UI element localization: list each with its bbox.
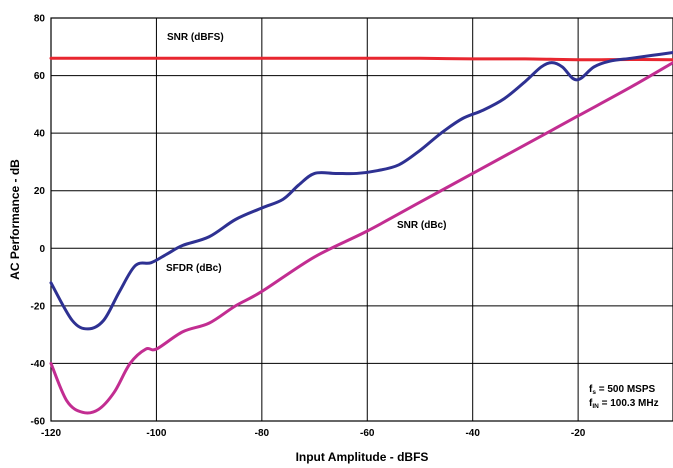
y-tick-labels: -60 -40 -20 0 20 40 60 80 [31,14,46,428]
series-lines [49,51,673,415]
y-tick-label: 20 [34,186,46,197]
y-tick-label: 0 [39,244,45,255]
x-tick-label: -40 [465,428,480,439]
x-tick-label: -60 [360,428,375,439]
y-tick-label: -60 [31,417,46,428]
y-tick-label: 60 [34,71,46,82]
series-line-sfdr-dbc [49,51,673,331]
x-tick-label: -120 [41,428,61,439]
grid [50,17,673,422]
y-tick-label: 80 [34,14,46,25]
plot-area-border [50,17,673,422]
y-tick-label: -40 [31,359,46,370]
x-tick-label: -80 [255,428,270,439]
y-axis-label: AC Performance - dB [8,159,22,280]
annotation-snr-dbc: SNR (dBc) [397,220,446,231]
y-tick-label: -20 [31,301,46,312]
annotation-snr-dbfs: SNR (dBFS) [167,32,224,43]
note-input-frequency: fIN = 100.3 MHz [589,398,659,410]
x-tick-label: -20 [571,428,586,439]
x-tick-label: -100 [146,428,166,439]
x-tick-labels: -120 -100 -80 -60 -40 -20 [41,428,586,439]
annotation-sfdr-dbc: SFDR (dBc) [166,263,222,274]
y-tick-label: 40 [34,129,46,140]
note-sample-rate: fs = 500 MSPS [589,384,655,396]
series-line-snr-dbfs [49,56,673,62]
series-line-snr-dbc [49,61,673,415]
x-axis-label: Input Amplitude - dBFS [296,450,429,464]
